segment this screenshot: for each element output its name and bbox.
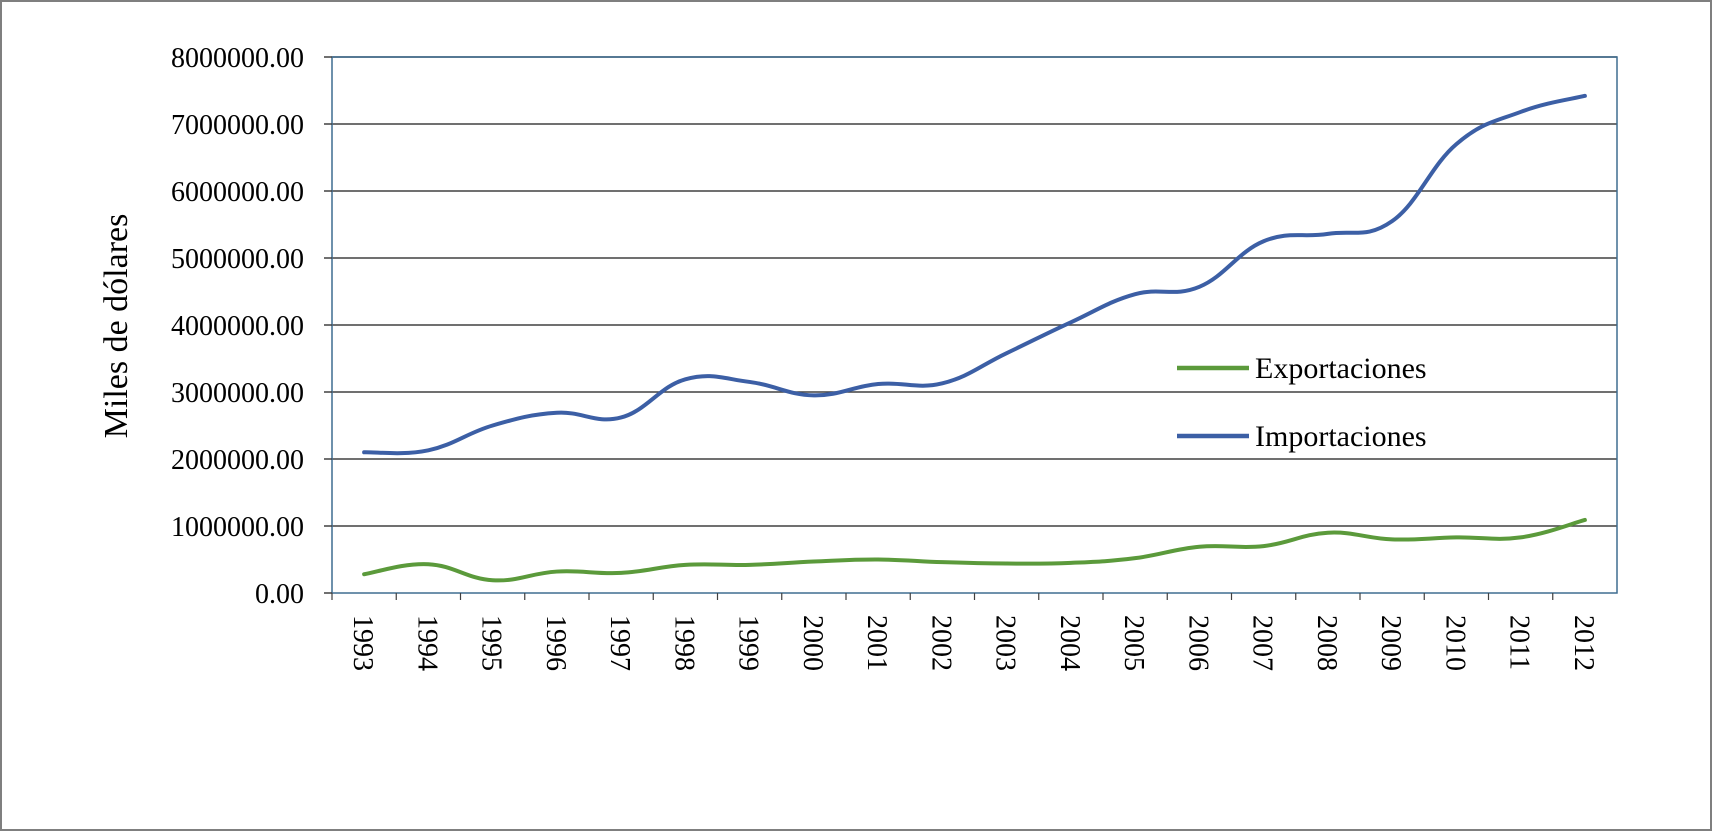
data-point	[1454, 535, 1458, 539]
x-tick-label: 2003	[990, 615, 1021, 671]
data-point	[748, 563, 752, 567]
data-point	[1133, 556, 1137, 560]
data-point	[619, 415, 623, 419]
y-tick-label: 0.00	[255, 579, 304, 610]
x-tick-label: 1996	[540, 615, 571, 671]
data-point	[426, 448, 430, 452]
gridlines	[332, 56, 1617, 527]
x-tick-label: 2000	[797, 615, 828, 671]
y-tick-label: 4000000.00	[171, 311, 304, 342]
data-point	[619, 571, 623, 575]
data-point	[1133, 292, 1137, 296]
data-point	[876, 558, 880, 562]
data-point	[683, 377, 687, 381]
y-tick-label: 3000000.00	[171, 378, 304, 409]
x-axis-ticks: 1993 1994 1995 1996 1997 1998 1999 2000 2001 2002…	[331, 593, 1599, 671]
data-point	[426, 562, 430, 566]
x-tick-label: 2007	[1247, 615, 1278, 671]
x-tick-label: 1993	[347, 615, 378, 671]
x-tick-label: 2005	[1118, 615, 1149, 671]
y-axis-title: Miles de dólares	[98, 214, 135, 439]
data-point	[1005, 562, 1009, 566]
x-tick-label: 2010	[1439, 615, 1470, 671]
data-point	[1519, 535, 1523, 539]
data-point	[1326, 232, 1330, 236]
x-tick-label: 2001	[861, 615, 892, 671]
data-point	[940, 560, 944, 564]
data-point	[1005, 351, 1009, 355]
data-point	[1519, 110, 1523, 114]
data-point	[1390, 219, 1394, 223]
x-tick-label: 1995	[476, 615, 507, 671]
data-point	[1390, 537, 1394, 541]
y-axis-ticks: 0.00 1000000.00 2000000.00 3000000.00 400000…	[171, 43, 332, 610]
legend-label: Exportaciones	[1255, 352, 1427, 385]
x-tick-label: 2006	[1182, 615, 1213, 671]
data-point	[940, 381, 944, 385]
data-point	[1326, 531, 1330, 535]
data-point	[1197, 545, 1201, 549]
data-point	[1262, 239, 1266, 243]
data-point	[491, 424, 495, 428]
x-tick-label: 1998	[668, 615, 699, 671]
x-tick-label: 2004	[1054, 615, 1085, 671]
data-point	[748, 380, 752, 384]
x-tick-label: 2011	[1504, 615, 1535, 670]
data-point	[683, 563, 687, 567]
data-point	[362, 572, 366, 576]
data-point	[812, 560, 816, 564]
x-tick-label: 1997	[604, 615, 635, 671]
data-point	[1262, 544, 1266, 548]
data-point	[362, 450, 366, 454]
x-tick-label: 2002	[925, 615, 956, 671]
legend-label: Importaciones	[1255, 420, 1427, 453]
x-tick-label: 2009	[1375, 615, 1406, 671]
series-lines	[362, 93, 1587, 583]
y-tick-label: 7000000.00	[171, 110, 304, 141]
y-tick-label: 8000000.00	[171, 43, 304, 74]
series-line-importaciones	[362, 93, 1587, 456]
series-line-exportaciones	[362, 517, 1587, 583]
y-tick-label: 5000000.00	[171, 244, 304, 275]
data-point	[1197, 285, 1201, 289]
data-point	[555, 570, 559, 574]
x-tick-label: 1999	[733, 615, 764, 671]
data-point	[1583, 518, 1587, 522]
y-tick-label: 6000000.00	[171, 177, 304, 208]
data-point	[876, 382, 880, 386]
data-point	[1583, 94, 1587, 98]
y-tick-label: 1000000.00	[171, 512, 304, 543]
data-point	[1069, 561, 1073, 565]
x-tick-label: 2008	[1311, 615, 1342, 671]
y-tick-label: 2000000.00	[171, 445, 304, 476]
x-tick-label: 2012	[1568, 615, 1599, 671]
x-tick-label: 1994	[411, 615, 442, 671]
data-point	[812, 393, 816, 397]
data-point	[555, 411, 559, 415]
data-point	[491, 578, 495, 582]
data-point	[1454, 142, 1458, 146]
legend: Exportaciones Importaciones	[1177, 352, 1427, 453]
data-point	[1069, 320, 1073, 324]
